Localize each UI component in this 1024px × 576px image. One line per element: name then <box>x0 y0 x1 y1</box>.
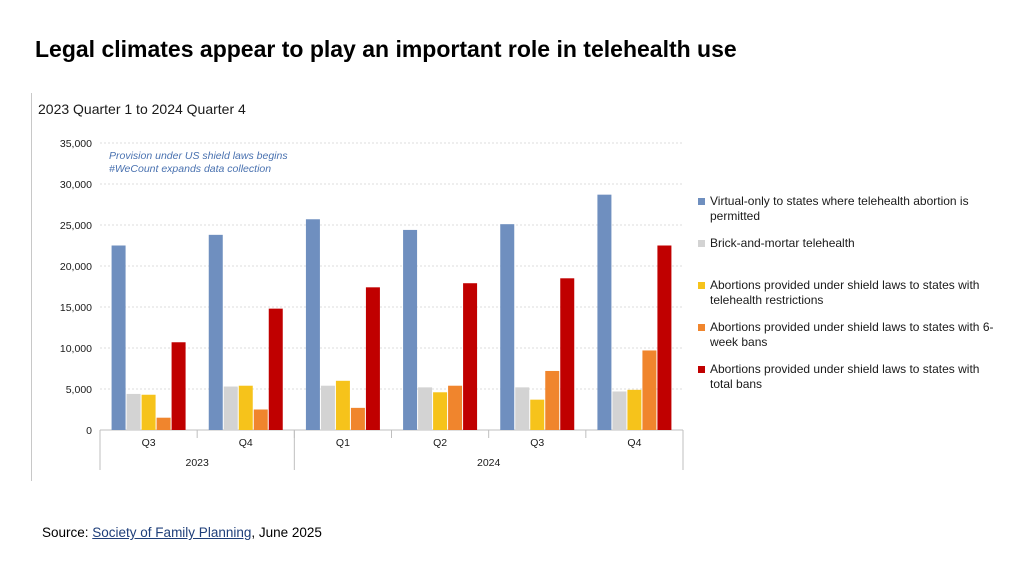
y-tick-label: 35,000 <box>60 138 92 150</box>
x-tick-label: Q3 <box>142 437 156 449</box>
source-link[interactable]: Society of Family Planning <box>92 525 252 540</box>
chart-panel <box>31 93 692 481</box>
page-title: Legal climates appear to play an importa… <box>35 36 737 62</box>
y-tick-label: 15,000 <box>60 302 92 314</box>
annotation-line-2: #WeCount expands data collection <box>109 163 272 175</box>
bar <box>448 385 463 430</box>
y-tick-label: 30,000 <box>60 179 92 191</box>
x-tick-label: Q3 <box>530 437 544 449</box>
legend-swatch <box>698 240 705 247</box>
bar <box>642 350 657 430</box>
year-group-label: 2024 <box>477 457 501 469</box>
bar <box>141 394 156 430</box>
legend-swatch <box>698 282 705 289</box>
annotation-line-1: Provision under US shield laws begins <box>109 150 288 162</box>
x-tick-label: Q2 <box>433 437 447 449</box>
bar <box>530 399 545 430</box>
bar <box>238 385 253 430</box>
x-tick-label: Q4 <box>627 437 641 449</box>
bar <box>305 219 320 430</box>
source-note: Source: Society of Family Planning, June… <box>42 525 322 540</box>
legend-swatch <box>698 366 705 373</box>
legend-label: Abortions provided under shield laws to … <box>710 362 980 391</box>
legend-label: Abortions provided under shield laws to … <box>710 278 980 307</box>
bar <box>500 224 515 430</box>
y-tick-label: 5,000 <box>66 384 92 396</box>
bar <box>268 308 283 430</box>
bar <box>208 234 223 430</box>
bar <box>463 283 478 430</box>
legend-label: Brick-and-mortar telehealth <box>710 236 855 250</box>
bar <box>350 407 365 430</box>
legend-swatch <box>698 198 705 205</box>
bar <box>627 389 642 430</box>
bar <box>126 393 141 430</box>
bar <box>433 392 448 430</box>
year-group-label: 2023 <box>185 457 209 469</box>
bar <box>156 417 171 430</box>
legend-swatch <box>698 324 705 331</box>
chart-annotation: Provision under US shield laws begins #W… <box>109 150 288 176</box>
bar <box>365 287 380 430</box>
legend-label: Virtual-only to states where telehealth … <box>710 194 969 223</box>
y-tick-label: 10,000 <box>60 343 92 355</box>
y-tick-label: 25,000 <box>60 220 92 232</box>
bar <box>335 380 350 430</box>
bar <box>171 342 186 430</box>
source-prefix: Source: <box>42 525 93 540</box>
y-tick-label: 20,000 <box>60 261 92 273</box>
x-tick-label: Q1 <box>336 437 350 449</box>
bar <box>418 387 433 430</box>
bar <box>545 370 560 430</box>
bar <box>320 385 335 430</box>
bar <box>403 229 418 430</box>
bar <box>515 387 530 430</box>
bar <box>560 278 575 430</box>
bar <box>223 386 238 430</box>
bar <box>253 409 268 430</box>
y-tick-label: 0 <box>86 425 92 437</box>
bar <box>597 194 612 430</box>
bar <box>612 391 627 430</box>
x-tick-label: Q4 <box>239 437 253 449</box>
chart-title: 2023 Quarter 1 to 2024 Quarter 4 <box>38 101 246 117</box>
legend-label: Abortions provided under shield laws to … <box>710 320 994 349</box>
source-suffix: , June 2025 <box>251 525 322 540</box>
bar <box>657 245 672 430</box>
bar <box>111 245 126 430</box>
